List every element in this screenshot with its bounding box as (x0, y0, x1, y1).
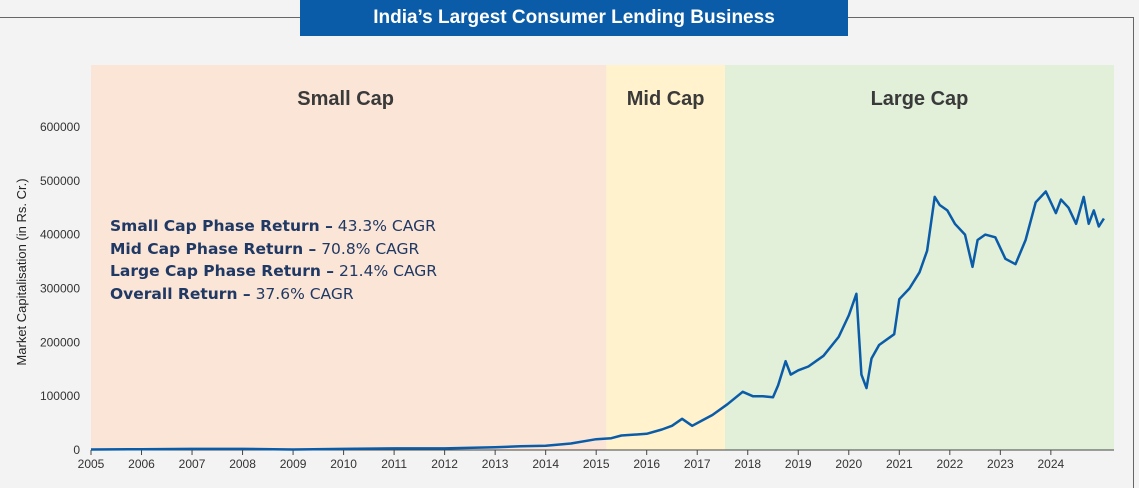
x-tick-label: 2006 (128, 457, 155, 471)
x-tick-label: 2022 (936, 457, 963, 471)
series-line-market-cap (90, 190, 1105, 451)
page-title: India’s Largest Consumer Lending Busines… (300, 0, 848, 36)
x-tick-label: 2018 (734, 457, 761, 471)
y-tick-label: 200000 (40, 335, 80, 349)
y-tick-label: 0 (73, 443, 80, 457)
x-tick-label: 2019 (785, 457, 812, 471)
line-chart: Small Cap Mid Cap Large Cap 0 100000 200000 3… (14, 65, 1114, 471)
note-large-cap: Large Cap Phase Return – 21.4% CAGR (110, 262, 438, 280)
x-tick-label: 2007 (179, 457, 206, 471)
y-axis-label: Market Capitalisation (in Rs. Cr.) (14, 178, 29, 365)
x-tick-label: 2021 (886, 457, 913, 471)
y-tick-label: 400000 (40, 228, 80, 242)
phase-band-2 (725, 65, 1114, 450)
note-small-cap: Small Cap Phase Return – 43.3% CAGR (110, 217, 436, 235)
y-tick-label: 600000 (40, 120, 80, 134)
x-tick-label: 2023 (987, 457, 1014, 471)
phase-label: Small Cap (297, 88, 394, 110)
returns-annotation: Small Cap Phase Return – 43.3% CAGR Mid … (110, 215, 437, 305)
x-tick-label: 2012 (431, 457, 458, 471)
x-tick-label: 2011 (381, 457, 407, 471)
x-tick-label: 2008 (229, 457, 256, 471)
phase-band-0 (91, 65, 607, 450)
x-tick-label: 2017 (684, 457, 711, 471)
x-tick-label: 2009 (280, 457, 307, 471)
x-tick-label: 2005 (78, 457, 105, 471)
note-overall: Overall Return – 37.6% CAGR (110, 284, 354, 303)
phase-band-1 (606, 65, 726, 450)
x-tick-label: 2016 (633, 457, 660, 471)
x-tick-label: 2010 (330, 457, 357, 471)
x-tick-label: 2014 (532, 457, 559, 471)
y-tick-label: 300000 (40, 281, 80, 295)
x-tick-label: 2024 (1038, 457, 1065, 471)
y-tick-label: 500000 (40, 174, 80, 188)
x-tick-label: 2020 (835, 457, 862, 471)
x-tick-label: 2013 (482, 457, 509, 471)
phase-label: Mid Cap (627, 88, 705, 110)
note-mid-cap: Mid Cap Phase Return – 70.8% CAGR (110, 239, 420, 258)
y-tick-label: 100000 (40, 389, 80, 403)
phase-label: Large Cap (871, 88, 969, 110)
x-tick-label: 2015 (583, 457, 610, 471)
